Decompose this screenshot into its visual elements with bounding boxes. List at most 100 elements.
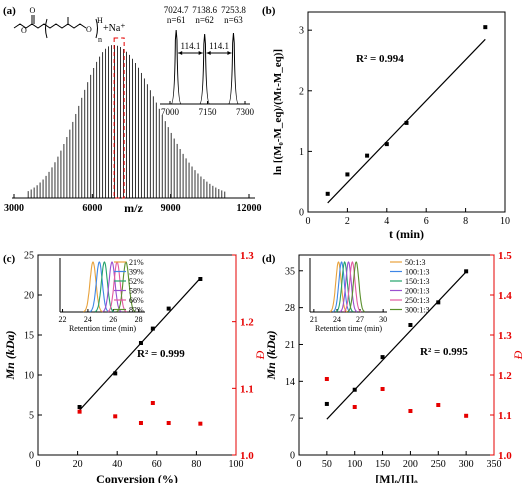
right-tick-label: 1.4: [498, 290, 512, 302]
legend-label: 66%: [129, 296, 144, 305]
inset-peak-mz: 7138.6: [192, 5, 217, 15]
right-tick-label: 1.3: [498, 330, 512, 342]
inset-peak-n: n=63: [224, 15, 243, 25]
y-tick-label: 10: [24, 371, 34, 382]
x-axis-title: m/z: [124, 201, 143, 215]
y-axis-title: ln [(M₀-M_eq)/(Mₜ-M_eq)]: [272, 49, 284, 175]
inset-peak-n: n=62: [195, 15, 214, 25]
inset-x-title: Retention time (min): [315, 324, 382, 333]
x-tick-label: 250: [431, 459, 446, 470]
inset-x-tick-label: 24: [84, 315, 92, 324]
x-tick-label: 3000: [4, 203, 24, 214]
inset-x-tick-label: 7300: [236, 107, 255, 117]
data-point: [384, 142, 389, 147]
legend-label: 200:1:3: [405, 287, 429, 296]
legend-label: 150:1:3: [405, 277, 429, 286]
x-tick-label: 60: [152, 459, 162, 470]
mn-point: [352, 387, 357, 392]
y-tick-label: 14: [285, 377, 295, 388]
inset-x-tick-label: 7000: [161, 107, 180, 117]
right-tick-label: 1.2: [498, 370, 512, 382]
spectrum-peaks: [27, 45, 226, 198]
x-tick-label: 0: [297, 459, 302, 470]
x-tick-label: 300: [459, 459, 474, 470]
inset-x-tick-label: 27: [356, 315, 364, 324]
arrow-head: [206, 51, 211, 55]
inset-x-tick-label: 22: [59, 315, 67, 324]
mn-point: [436, 300, 441, 305]
inset-x-tick-label: 30: [379, 315, 387, 324]
x-axis-title: [M]₀/[I]₀: [375, 472, 418, 483]
y-tick-label: 20: [24, 291, 34, 302]
y-tick-label: 0: [29, 451, 34, 462]
panel-c: (c) 0 20 40 60 80 100 0 5 10 15 20 25 1.0 1.1 1.2 1.3 R² …: [3, 250, 267, 483]
inset-x-tick-label: 24: [333, 315, 341, 324]
chain-bonds: [13, 23, 87, 29]
dispersity-point: [352, 405, 357, 409]
panel-label: (c): [3, 253, 16, 265]
inset-peak: [227, 32, 239, 105]
x-tick-label: 9000: [161, 203, 181, 214]
inset-x-tick-label: 26: [109, 315, 117, 324]
x-tick-label: 0: [36, 459, 41, 470]
x-tick-label: 6: [424, 216, 429, 227]
right-tick-label: 1.5: [498, 250, 512, 262]
x-tick-label: 4: [384, 216, 389, 227]
fit-line: [326, 271, 467, 420]
right-tick-label: 1.1: [498, 410, 512, 422]
dispersity-point: [150, 401, 155, 405]
inset-x-tick-label: 28: [135, 315, 143, 324]
h-label: H: [97, 16, 103, 25]
zoom-selection-box: [113, 37, 125, 199]
right-tick-label: 1.1: [240, 383, 254, 395]
x-tick-label: 350: [487, 459, 502, 470]
mn-point: [464, 269, 469, 274]
panel-d: (d) 0 50 100 150 200 250 300 350 0 7 14 21 28 35 1.0 1.1…: [262, 250, 525, 483]
legend-label: 39%: [129, 268, 144, 277]
legend-label: 82%: [129, 306, 144, 315]
right-tick-label: 1.2: [240, 317, 254, 329]
mn-point: [138, 341, 143, 345]
y-tick-label: 0: [290, 451, 295, 462]
x-tick-label: 12000: [237, 203, 262, 214]
gpc-trace: [83, 261, 103, 313]
oxygen-atom: O: [86, 25, 92, 34]
x-tick-label: 80: [191, 459, 201, 470]
r-squared-annotation: R² = 0.994: [356, 53, 404, 65]
dispersity-point: [380, 387, 385, 391]
dispersity-point: [408, 409, 413, 413]
y-tick-label: 25: [24, 251, 34, 262]
x-axis-title: Conversion (%): [96, 472, 178, 483]
dispersity-point: [166, 421, 171, 425]
y-tick-label: 5: [29, 411, 34, 422]
gpc-trace: [343, 261, 362, 313]
data-point: [365, 153, 370, 158]
inset-peak-mz: 7024.7: [164, 5, 189, 15]
right-axis-title: Đ: [253, 350, 267, 360]
oxygen-atom: O: [30, 6, 36, 15]
y-tick-label: 35: [285, 266, 295, 277]
dispersity-point: [198, 421, 203, 426]
spacing-label: 114.1: [209, 41, 229, 51]
legend-label: 300:1:3: [405, 306, 429, 315]
bracket-right: [95, 18, 98, 39]
gpc-trace: [339, 261, 358, 313]
gpc-trace: [102, 261, 122, 313]
inset-zoom: 7000 7150 7300 7024.7n=61 7138.6n=62 7253.8n=…: [160, 5, 255, 117]
panel-label: (b): [262, 5, 276, 17]
data-point: [404, 120, 409, 125]
x-tick-label: 0: [306, 216, 311, 227]
data-point: [345, 172, 350, 177]
y-axis-title: Mn (kDa): [264, 330, 278, 380]
mn-point: [113, 371, 118, 376]
gpc-trace: [347, 261, 365, 313]
inset-x-title: Retention time (min): [69, 324, 136, 333]
gpc-trace: [329, 261, 348, 313]
panel-label: (d): [262, 253, 276, 265]
repeat-unit-structure: OO OHn+Na⁺: [13, 6, 126, 44]
gpc-trace: [332, 261, 351, 313]
inset-peak: [199, 33, 211, 105]
inset-x-tick-label: 7150: [199, 107, 218, 117]
